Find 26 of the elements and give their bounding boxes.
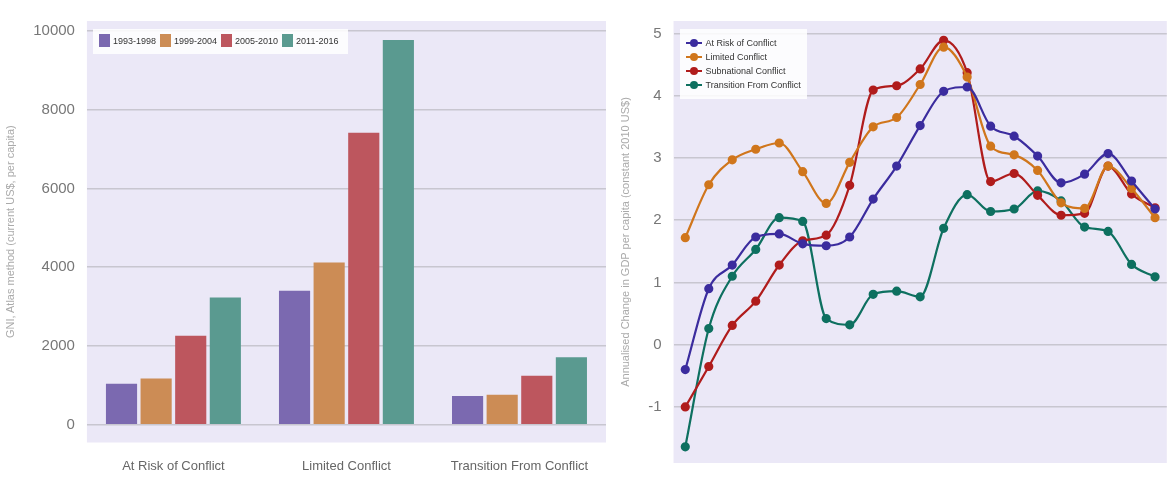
y-tick-label: 3 [653,148,662,166]
y-tick-label: 2000 [41,336,75,354]
y-tick-label: 8000 [41,99,75,117]
y-tick-label: 10000 [33,20,75,38]
legend-label: Limited Conflict [705,52,768,62]
legend-label: Subnational Conflict [705,66,786,76]
y-axis-title: GNI, Atlas method (current US$, per capita) [3,125,16,339]
y-tick-label: 6000 [41,178,75,196]
legend-label: 2005-2010 [235,35,279,46]
y-tick-label: 4 [653,85,662,103]
x-tick-label: At Risk of Conflict [122,457,226,473]
x-tick-label: Transition From Conflict [450,457,589,473]
y-tick-label: 5 [653,23,662,41]
legend-label: 2011-2016 [296,35,339,46]
y-axis-title: Annualised Change in GDP per capita (constant 2010 US$) [618,97,631,387]
y-tick-label: -1 [648,397,662,415]
y-tick-label: 1 [653,272,662,290]
legend-label: 1999-2004 [173,35,217,46]
y-tick-label: 0 [66,414,75,432]
x-tick-label: Limited Conflict [302,457,392,473]
y-tick-label: 4000 [41,257,75,275]
legend-label: At Risk of Conflict [705,38,777,48]
legend-label: Transition From Conflict [705,80,801,90]
y-tick-label: 0 [653,334,662,352]
legend-label: 1993-1998 [112,35,156,46]
y-tick-label: 2 [653,210,662,228]
